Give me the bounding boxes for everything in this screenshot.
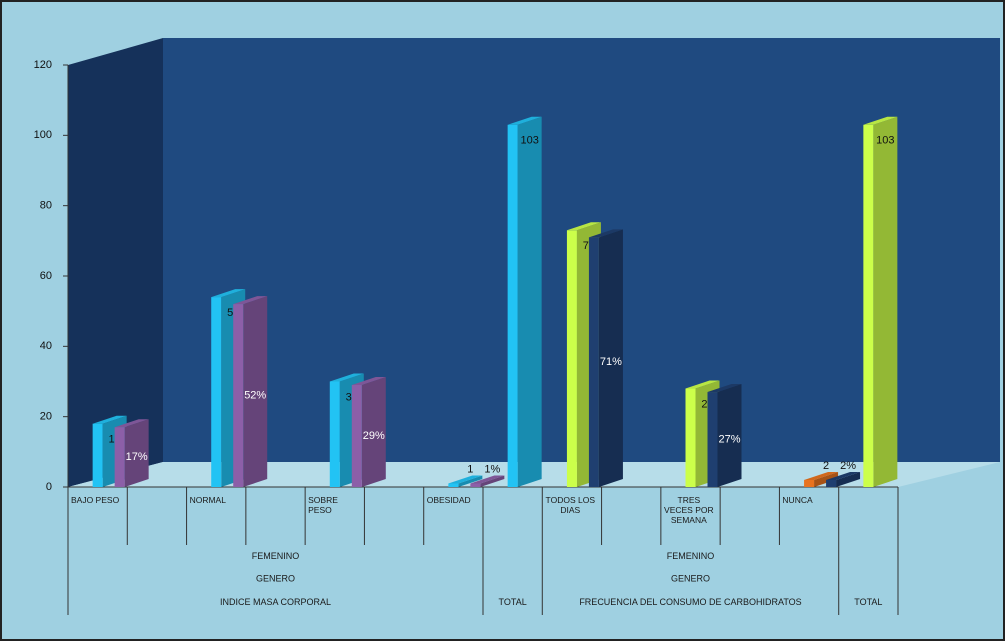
bar-side — [836, 471, 861, 487]
category-label: TODOS LOS DIAS — [545, 495, 595, 515]
group-level-label: FEMENINO — [252, 551, 300, 561]
data-label: 71% — [600, 356, 622, 368]
y-tick-label: 20 — [40, 411, 52, 423]
bar — [507, 116, 542, 488]
data-label: 103 — [520, 135, 538, 147]
bar-top — [588, 229, 623, 238]
bar-top — [566, 222, 601, 231]
bar-top — [685, 380, 720, 389]
bar-side — [243, 296, 268, 487]
bar-front — [826, 479, 837, 487]
side-wall — [68, 38, 163, 487]
bar-front — [470, 483, 481, 487]
bar-side — [458, 475, 483, 487]
category-label: TRES VECES POR SEMANA — [664, 495, 714, 525]
bar-top — [470, 475, 505, 484]
category-label: TRES VECES POR SEMANA — [664, 495, 714, 525]
group-level-label: FEMENINO — [667, 551, 715, 561]
bar-top — [863, 116, 898, 125]
data-label: 1% — [484, 463, 500, 475]
bar-front — [804, 479, 815, 487]
bar — [448, 475, 483, 487]
category-label: TODOS LOS DIAS — [545, 495, 595, 515]
data-label: 2% — [840, 460, 856, 472]
bar — [470, 475, 505, 487]
bar-front — [685, 388, 696, 487]
data-label: 1 — [467, 463, 473, 475]
category-label: NUNCA — [782, 495, 813, 505]
bar — [233, 296, 268, 487]
bar-front — [863, 124, 874, 488]
bar — [863, 116, 898, 488]
bar-top — [233, 296, 268, 305]
bar-top — [826, 471, 861, 480]
y-tick-label: 40 — [40, 340, 52, 352]
group-level-label: GENERO — [256, 573, 295, 583]
category-label: SOBRE PESO — [308, 495, 338, 515]
bar-top — [92, 415, 127, 424]
group-label: INDICE MASA CORPORAL — [220, 597, 331, 607]
bar-top — [211, 289, 246, 298]
bar-front — [92, 423, 103, 487]
bar-side — [480, 475, 505, 487]
bar-front — [329, 381, 340, 487]
data-label: 52% — [244, 389, 266, 401]
category-label: OBESIDAD — [426, 495, 471, 505]
category-label: NUNCA — [782, 495, 813, 505]
group-label: FRECUENCIA DEL CONSUMO DE CARBOHIDRATOS — [579, 597, 801, 607]
bar-side — [361, 377, 386, 487]
bar-top — [507, 116, 542, 125]
bar-front — [707, 392, 718, 487]
bar-front — [507, 124, 518, 488]
data-label: 29% — [363, 430, 385, 442]
data-label: 27% — [718, 433, 740, 445]
category-label: BAJO PESO — [71, 495, 120, 505]
group-label: TOTAL — [499, 597, 527, 607]
y-tick-label: 120 — [34, 59, 52, 71]
bar — [588, 229, 623, 488]
bar-front — [211, 297, 222, 487]
bar — [804, 471, 839, 487]
bar-top — [804, 471, 839, 480]
y-tick-label: 100 — [34, 129, 52, 141]
data-label: 103 — [876, 135, 894, 147]
bar — [114, 419, 149, 487]
bar-front — [448, 483, 459, 487]
bar-side — [873, 116, 898, 488]
bar-side — [517, 116, 542, 488]
group-label: TOTAL — [854, 597, 882, 607]
bar-front — [233, 304, 244, 487]
bar-front — [351, 385, 362, 487]
category-label: BAJO PESO — [71, 495, 120, 505]
y-tick-label: 60 — [40, 270, 52, 282]
bar-front — [114, 427, 125, 487]
category-label: NORMAL — [189, 495, 226, 505]
category-label: NORMAL — [189, 495, 226, 505]
group-level-label: GENERO — [671, 573, 710, 583]
bar-top — [448, 475, 483, 484]
bar — [707, 384, 742, 487]
data-label: 17% — [126, 451, 148, 463]
category-label: SOBRE PESO — [308, 495, 338, 515]
bar — [826, 471, 861, 487]
bar-top — [114, 419, 149, 428]
bar-side — [717, 384, 742, 487]
bar-side — [814, 471, 839, 487]
category-label: OBESIDAD — [426, 495, 471, 505]
bar-front — [588, 237, 599, 487]
bar-top — [329, 373, 364, 382]
bar-top — [707, 384, 742, 393]
y-tick-label: 80 — [40, 200, 52, 212]
bar-side — [124, 419, 149, 487]
bar-top — [351, 377, 386, 386]
bar — [351, 377, 386, 487]
bar-front — [566, 230, 577, 488]
data-label: 2 — [823, 460, 829, 472]
bar-side — [598, 229, 623, 488]
y-tick-label: 0 — [46, 481, 52, 493]
